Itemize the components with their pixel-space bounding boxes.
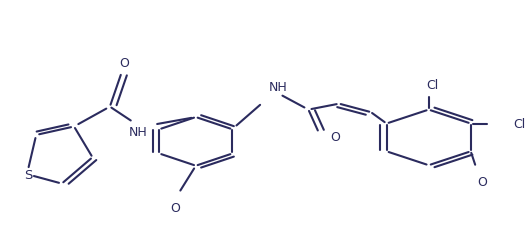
- Text: O: O: [330, 130, 340, 143]
- Text: Cl: Cl: [514, 118, 526, 130]
- Text: NH: NH: [129, 126, 147, 138]
- Text: O: O: [477, 175, 487, 188]
- Text: NH: NH: [268, 81, 287, 94]
- Text: O: O: [170, 201, 180, 214]
- Text: O: O: [119, 57, 129, 70]
- Text: S: S: [24, 168, 32, 181]
- Text: Cl: Cl: [427, 78, 439, 92]
